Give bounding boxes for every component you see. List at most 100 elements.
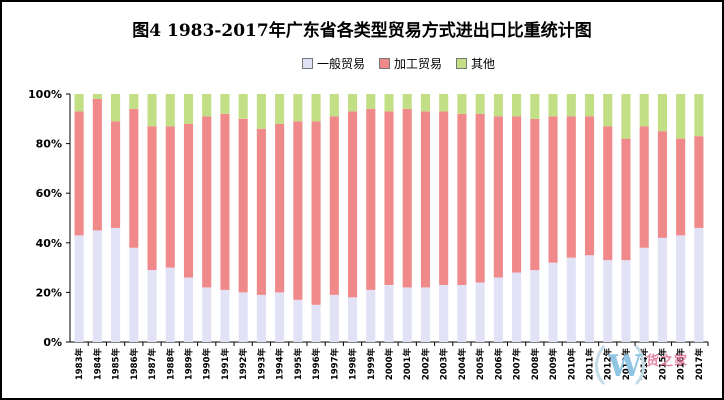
x-tick-label: 1998年 xyxy=(348,348,359,381)
bar-segment-processing xyxy=(548,116,558,263)
y-tick-label: 40% xyxy=(36,237,62,250)
bar-segment-other xyxy=(384,94,394,112)
x-tick-label: 1997年 xyxy=(329,348,340,381)
y-tick-label: 20% xyxy=(36,286,62,299)
y-tick-label: 0% xyxy=(43,336,62,349)
bar-segment-processing xyxy=(475,113,485,283)
bar-segment-general xyxy=(311,304,321,342)
bar-segment-other xyxy=(548,94,558,117)
legend-item-processing-trade: 加工贸易 xyxy=(379,55,442,72)
bar-segment-other xyxy=(311,94,321,122)
x-tick-label: 1984年 xyxy=(92,348,103,381)
bar-segment-general xyxy=(147,270,157,342)
bar-segment-processing xyxy=(129,108,139,248)
x-tick-label: 2016年 xyxy=(676,348,687,381)
bar-segment-processing xyxy=(584,116,595,256)
bar-segment-general xyxy=(584,255,595,342)
bar-segment-general xyxy=(183,277,194,342)
x-tick-label: 2008年 xyxy=(530,348,541,381)
y-tick-label: 80% xyxy=(36,138,62,151)
legend-item-other: 其他 xyxy=(456,55,495,72)
bar-segment-processing xyxy=(457,113,467,285)
bar-segment-other xyxy=(475,94,485,114)
bar-segment-general xyxy=(92,230,102,342)
y-tick-label: 60% xyxy=(36,187,62,200)
bar-segment-other xyxy=(275,94,285,124)
x-tick-label: 1995年 xyxy=(293,348,304,381)
bar-segment-other xyxy=(584,94,595,117)
bar-segment-processing xyxy=(311,121,321,305)
bar-segment-other xyxy=(256,94,266,129)
bar-segment-general xyxy=(475,282,485,342)
bar-segment-general xyxy=(530,270,540,342)
bar-segment-processing xyxy=(512,116,522,273)
bar-segment-processing xyxy=(566,116,576,258)
bar-segment-other xyxy=(183,94,194,124)
bar-segment-processing xyxy=(147,126,157,271)
bar-segment-general xyxy=(256,294,266,342)
bar-segment-processing xyxy=(183,123,194,278)
x-tick-label: 1989年 xyxy=(183,348,194,381)
x-tick-label: 1999年 xyxy=(366,348,377,381)
x-tick-label: 1983年 xyxy=(74,348,85,381)
bar-segment-general xyxy=(275,292,285,342)
bar-segment-general xyxy=(384,284,394,342)
bar-segment-general xyxy=(694,227,704,342)
bar-segment-other xyxy=(639,94,649,127)
x-tick-label: 2011年 xyxy=(585,348,596,381)
x-tick-label: 2003年 xyxy=(439,348,450,381)
bar-segment-general xyxy=(439,284,449,342)
x-tick-label: 2001年 xyxy=(402,348,413,381)
bar-segment-other xyxy=(657,94,667,132)
legend-label-general-trade: 一般贸易 xyxy=(317,56,366,71)
x-tick-label: 2006年 xyxy=(493,348,504,381)
x-tick-label: 2013年 xyxy=(621,348,632,381)
bar-segment-other xyxy=(293,94,303,122)
bar-segment-general xyxy=(676,235,686,342)
bar-segment-other xyxy=(347,94,358,112)
bar-segment-processing xyxy=(493,116,503,278)
bar-segment-general xyxy=(639,247,649,342)
bar-segment-other xyxy=(165,94,175,127)
bar-segment-processing xyxy=(347,111,358,298)
x-tick-label: 2002年 xyxy=(420,348,431,381)
laurel-icon: W xyxy=(595,345,645,386)
legend-label-other: 其他 xyxy=(471,56,496,71)
bar-segment-other xyxy=(74,94,84,112)
bar-segment-general xyxy=(420,287,431,342)
x-tick-label: 2015年 xyxy=(657,348,668,381)
x-tick-label: 1987年 xyxy=(147,348,158,381)
bar-segment-general xyxy=(512,272,522,342)
x-tick-label: 1991年 xyxy=(220,348,231,381)
bar-segment-general xyxy=(220,289,230,342)
bar-segment-general xyxy=(238,292,248,342)
bar-segment-other xyxy=(493,94,503,117)
bar-segment-other xyxy=(512,94,522,117)
bar-segment-general xyxy=(548,262,558,342)
legend-item-general-trade: 一般贸易 xyxy=(302,55,365,72)
bar-segment-other xyxy=(694,94,704,137)
bar-segment-processing xyxy=(220,113,230,290)
bar-segment-other xyxy=(457,94,467,114)
x-tick-label: 1996年 xyxy=(311,348,322,381)
bar-segment-general xyxy=(347,297,358,342)
bar-segment-other xyxy=(238,94,248,119)
y-tick-label: 100% xyxy=(28,88,62,101)
x-tick-label: 2007年 xyxy=(512,348,523,381)
bar-segment-general xyxy=(165,267,175,342)
bar-segment-other xyxy=(676,94,686,139)
bar-segment-general xyxy=(293,299,303,342)
legend-swatch-general-trade xyxy=(302,57,313,69)
x-tick-label: 1986年 xyxy=(129,348,140,381)
bar-segment-processing xyxy=(603,126,613,261)
bar-segment-general xyxy=(621,260,631,342)
x-tick-label: 1988年 xyxy=(165,348,176,381)
bar-segment-processing xyxy=(402,108,412,288)
bar-segment-other xyxy=(366,94,376,109)
bar-segment-other xyxy=(92,94,102,99)
x-tick-label: 2010年 xyxy=(566,348,577,381)
bar-segment-processing xyxy=(639,126,649,248)
x-tick-label: 2012年 xyxy=(603,348,614,381)
watermark-text: 货之家 xyxy=(646,354,689,369)
